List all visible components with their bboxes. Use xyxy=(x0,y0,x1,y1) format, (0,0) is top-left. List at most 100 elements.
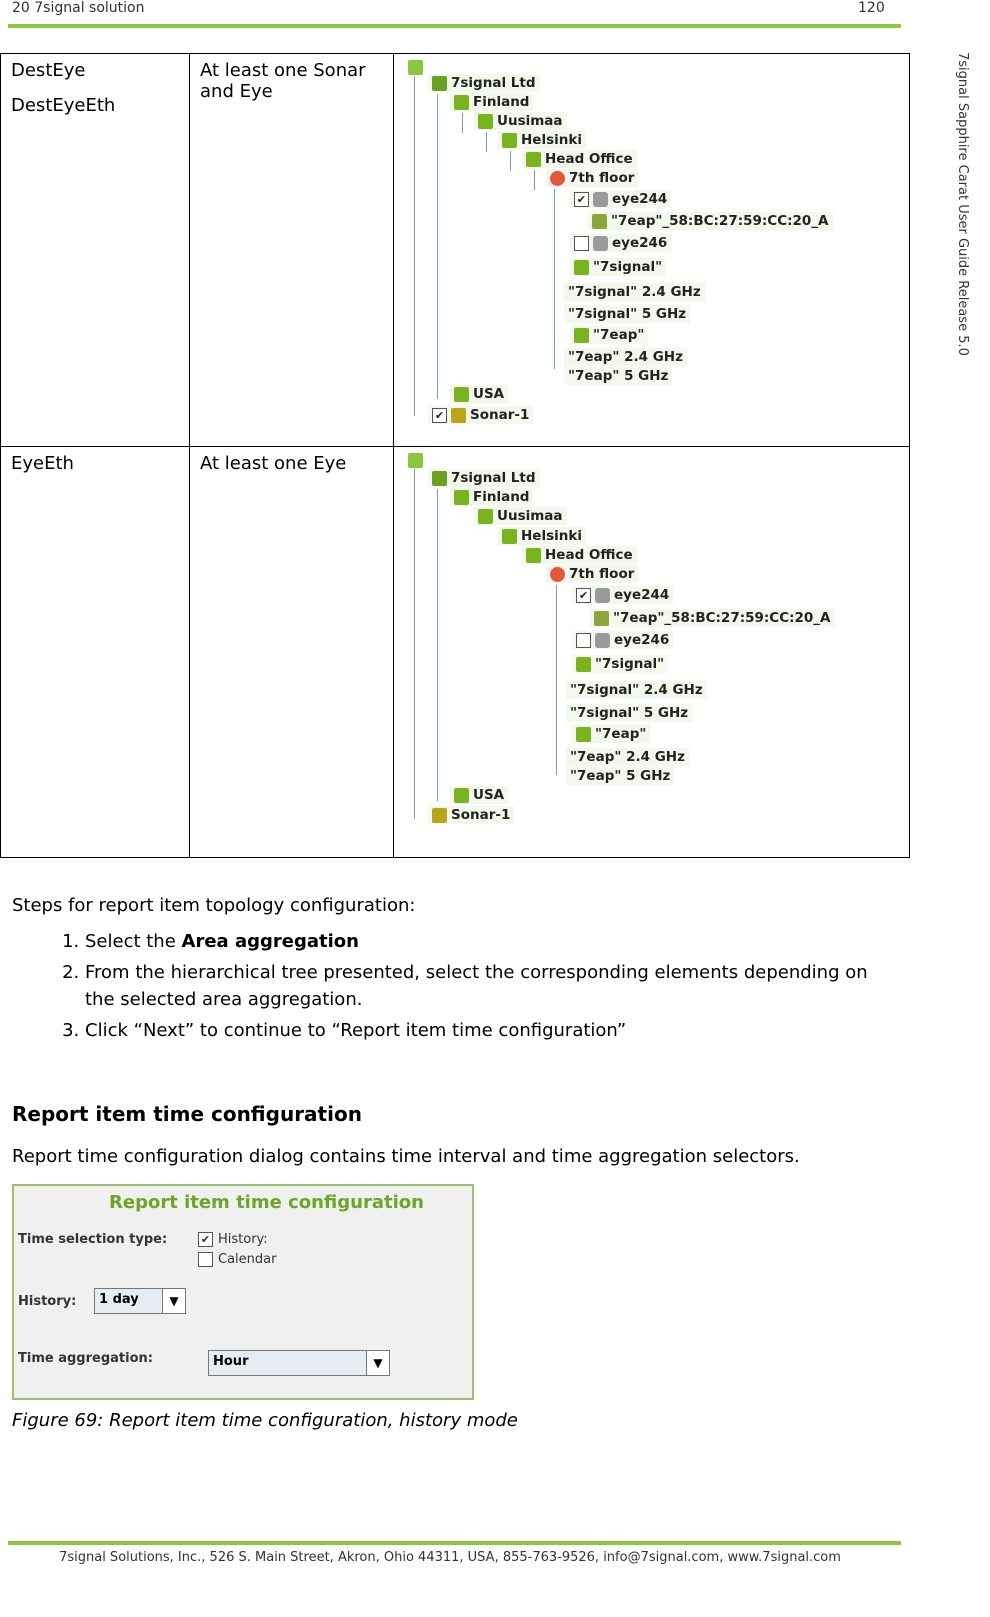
chevron-down-icon[interactable]: ▼ xyxy=(366,1351,389,1375)
access-point-icon xyxy=(592,213,607,229)
table-cell-requirement: At least one Eye xyxy=(189,446,394,858)
steps-section: Steps for report item topology configura… xyxy=(12,895,892,1048)
building-icon xyxy=(454,787,469,803)
eye-sensor-icon xyxy=(593,235,608,251)
node-checkbox[interactable]: ✔ xyxy=(576,587,591,603)
tree-node[interactable]: 7th floor xyxy=(546,169,639,187)
eye-sensor-icon xyxy=(595,587,610,603)
tree-node[interactable]: USA xyxy=(450,385,509,403)
header-page-number: 120 xyxy=(858,0,885,16)
organization-icon xyxy=(432,470,447,486)
tree-node[interactable]: eye246 xyxy=(572,631,674,649)
wifi-network-icon xyxy=(576,656,591,672)
tree-node[interactable]: "7eap"_58:BC:27:59:CC:20_A xyxy=(588,212,833,230)
tree-node[interactable]: "7signal" xyxy=(570,258,667,276)
floor-icon xyxy=(550,170,565,186)
tree-node[interactable]: "7signal" 5 GHz xyxy=(566,704,693,722)
tree-node[interactable]: "7eap" xyxy=(570,326,649,344)
table-row: DestEye DestEyeEth At least one Sonar an… xyxy=(0,53,910,447)
wifi-network-icon xyxy=(576,726,591,742)
history-label: History: xyxy=(18,1294,77,1309)
footer-rule xyxy=(8,1541,901,1545)
tree-node[interactable]: Uusimaa xyxy=(474,507,567,525)
building-icon xyxy=(454,386,469,402)
tree-node[interactable]: Head Office xyxy=(522,546,637,564)
wifi-network-icon xyxy=(574,327,589,343)
aggregation-name: DestEyeEth xyxy=(11,95,116,116)
steps-list: Select the Area aggregation From the hie… xyxy=(12,928,892,1044)
calendar-option[interactable]: Calendar xyxy=(198,1252,276,1267)
list-item: Click “Next” to continue to “Report item… xyxy=(85,1017,892,1044)
building-icon xyxy=(454,489,469,505)
tree-node[interactable]: ✔ Sonar-1 xyxy=(428,406,534,424)
history-select-value: 1 day xyxy=(95,1289,162,1313)
figure-caption: Figure 69: Report item time configuratio… xyxy=(12,1410,518,1431)
node-checkbox[interactable] xyxy=(574,235,589,251)
tree-node[interactable]: Helsinki xyxy=(498,527,586,545)
history-checkbox[interactable]: ✔ xyxy=(198,1232,213,1247)
table-cell-tree: 7signal Ltd Finland Uusimaa Helsinki Hea… xyxy=(393,53,910,447)
side-title: 7signal Sapphire Carat User Guide Releas… xyxy=(955,52,970,356)
tree-node[interactable]: "7signal" 5 GHz xyxy=(564,305,691,323)
tree-node[interactable]: Finland xyxy=(450,488,534,506)
history-select[interactable]: 1 day ▼ xyxy=(94,1288,186,1314)
tree-node[interactable]: Sonar-1 xyxy=(428,806,515,824)
aggregation-name: EyeEth xyxy=(11,453,74,474)
tree-node[interactable]: "7eap" xyxy=(572,725,651,743)
tree-node[interactable]: eye246 xyxy=(570,234,672,252)
aggregation-select-value: Hour xyxy=(209,1351,366,1375)
tree-node[interactable]: "7eap" 2.4 GHz xyxy=(564,348,687,366)
tree-node[interactable]: 7signal Ltd xyxy=(428,74,540,92)
access-point-icon xyxy=(594,610,609,626)
tree-node[interactable]: USA xyxy=(450,786,509,804)
tree-node[interactable]: Head Office xyxy=(522,150,637,168)
tree-node[interactable]: Helsinki xyxy=(498,131,586,149)
tree-node[interactable]: Finland xyxy=(450,93,534,111)
node-checkbox[interactable]: ✔ xyxy=(574,191,589,207)
building-icon xyxy=(526,547,541,563)
time-selection-label: Time selection type: xyxy=(18,1232,168,1247)
node-checkbox[interactable]: ✔ xyxy=(432,407,447,423)
calendar-checkbox[interactable] xyxy=(198,1252,213,1267)
history-option[interactable]: ✔ History: xyxy=(198,1232,268,1247)
header-chapter: 20 7signal solution xyxy=(12,0,145,16)
floor-icon xyxy=(550,566,565,582)
tree-node[interactable]: Uusimaa xyxy=(474,112,567,130)
list-item: From the hierarchical tree presented, se… xyxy=(85,959,892,1013)
building-icon xyxy=(502,132,517,148)
eye-sensor-icon xyxy=(595,632,610,648)
root-icon xyxy=(408,60,423,75)
time-config-dialog: Report item time configuration Time sele… xyxy=(12,1184,474,1400)
requirement-text: At least one Eye xyxy=(200,453,347,474)
page-footer: 7signal Solutions, Inc., 526 S. Main Str… xyxy=(59,1550,841,1565)
steps-intro: Steps for report item topology configura… xyxy=(12,895,416,916)
root-icon xyxy=(408,453,423,468)
table-cell-aggregation: DestEye DestEyeEth xyxy=(0,53,190,447)
tree-node[interactable]: ✔ eye244 xyxy=(572,586,674,604)
tree-node[interactable]: 7signal Ltd xyxy=(428,469,540,487)
aggregation-name: DestEye xyxy=(11,60,86,81)
tree-node[interactable]: ✔ eye244 xyxy=(570,190,672,208)
aggregation-select[interactable]: Hour ▼ xyxy=(208,1350,390,1376)
section-description: Report time configuration dialog contain… xyxy=(12,1146,800,1167)
tree-node[interactable]: "7eap" 5 GHz xyxy=(564,367,673,385)
tree-node[interactable]: "7eap"_58:BC:27:59:CC:20_A xyxy=(590,609,835,627)
building-icon xyxy=(454,94,469,110)
tree-node[interactable]: "7signal" 2.4 GHz xyxy=(564,283,705,301)
table-cell-requirement: At least one Sonar and Eye xyxy=(189,53,394,447)
building-icon xyxy=(478,113,493,129)
tree-node[interactable]: "7signal" xyxy=(572,655,669,673)
topology-tree: 7signal Ltd Finland Uusimaa Helsinki Hea… xyxy=(394,54,909,446)
building-icon xyxy=(526,151,541,167)
requirements-table: DestEye DestEyeEth At least one Sonar an… xyxy=(0,53,910,858)
node-checkbox[interactable] xyxy=(576,632,591,648)
building-icon xyxy=(502,528,517,544)
eye-sensor-icon xyxy=(593,191,608,207)
tree-node[interactable]: "7eap" 2.4 GHz xyxy=(566,748,689,766)
tree-node[interactable]: "7eap" 5 GHz xyxy=(566,767,675,785)
chevron-down-icon[interactable]: ▼ xyxy=(162,1289,185,1313)
tree-node[interactable]: 7th floor xyxy=(546,565,639,583)
tree-node[interactable]: "7signal" 2.4 GHz xyxy=(566,681,707,699)
aggregation-label: Time aggregation: xyxy=(18,1351,153,1366)
dialog-title: Report item time configuration xyxy=(109,1192,424,1213)
